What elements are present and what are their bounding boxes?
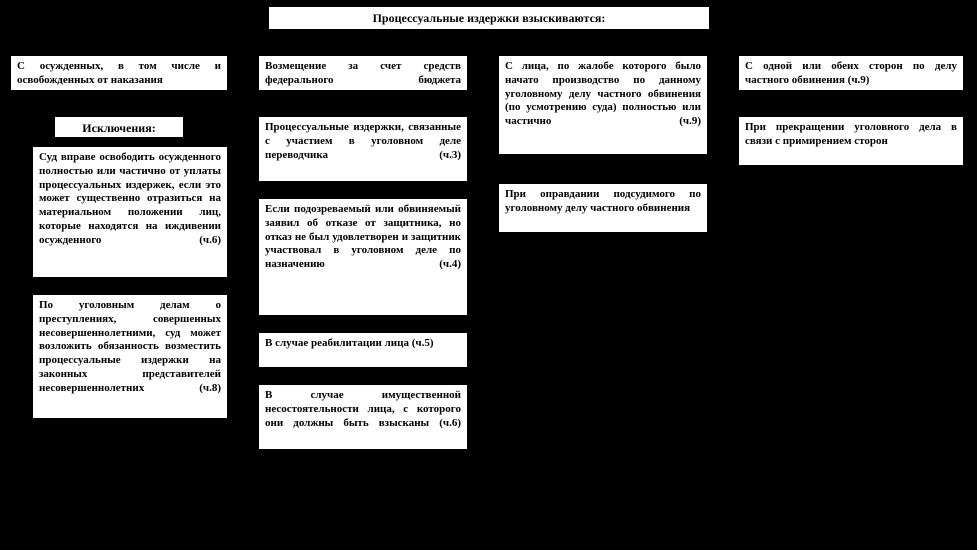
col3-item-0-text: При оправдании подсудимого по уголовному… — [505, 188, 701, 214]
col3-item-0: При оправдании подсудимого по уголовному… — [498, 183, 708, 233]
col1-exc-1-text: По уголовным делам о преступлениях, сове… — [39, 299, 221, 394]
col4-item-0-text: При прекращении уголовного дела в связи … — [745, 121, 957, 147]
exceptions-label: Исключения: — [54, 116, 184, 138]
col3-header: С лица, по жалобе которого было начато п… — [498, 55, 708, 155]
col1-exc-0: Суд вправе освободить осужденного полнос… — [32, 146, 228, 278]
col2-item-1: Если подозреваемый или обвиняемый заявил… — [258, 198, 468, 316]
col2-item-3-text: В случае имущественной несостоятельности… — [265, 389, 461, 429]
col2-item-0: Процессуальные издержки, связанные с уча… — [258, 116, 468, 182]
exceptions-label-text: Исключения: — [82, 121, 155, 135]
col2-item-2-text: В случае реабилитации лица (ч.5) — [265, 337, 434, 349]
col1-header: С осужденных, в том числе и освобожденны… — [10, 55, 228, 91]
col2-item-2: В случае реабилитации лица (ч.5) — [258, 332, 468, 368]
col2-header: Возмещение за счет средств федерального … — [258, 55, 468, 91]
col4-header-text: С одной или обеих сторон по делу частног… — [745, 60, 957, 86]
title-box: Процессуальные издержки взыскиваются: — [268, 6, 710, 30]
col3-header-text: С лица, по жалобе которого было начато п… — [505, 60, 701, 127]
col2-item-0-text: Процессуальные издержки, связанные с уча… — [265, 121, 461, 161]
col1-exc-0-text: Суд вправе освободить осужденного полнос… — [39, 151, 221, 246]
col2-item-3: В случае имущественной несостоятельности… — [258, 384, 468, 450]
col1-exc-1: По уголовным делам о преступлениях, сове… — [32, 294, 228, 419]
col4-item-0: При прекращении уголовного дела в связи … — [738, 116, 964, 166]
col1-header-text: С осужденных, в том числе и освобожденны… — [17, 60, 221, 86]
col2-header-text: Возмещение за счет средств федерального … — [265, 60, 461, 86]
title-text: Процессуальные издержки взыскиваются: — [373, 11, 606, 25]
col4-header: С одной или обеих сторон по делу частног… — [738, 55, 964, 91]
col2-item-1-text: Если подозреваемый или обвиняемый заявил… — [265, 203, 461, 270]
